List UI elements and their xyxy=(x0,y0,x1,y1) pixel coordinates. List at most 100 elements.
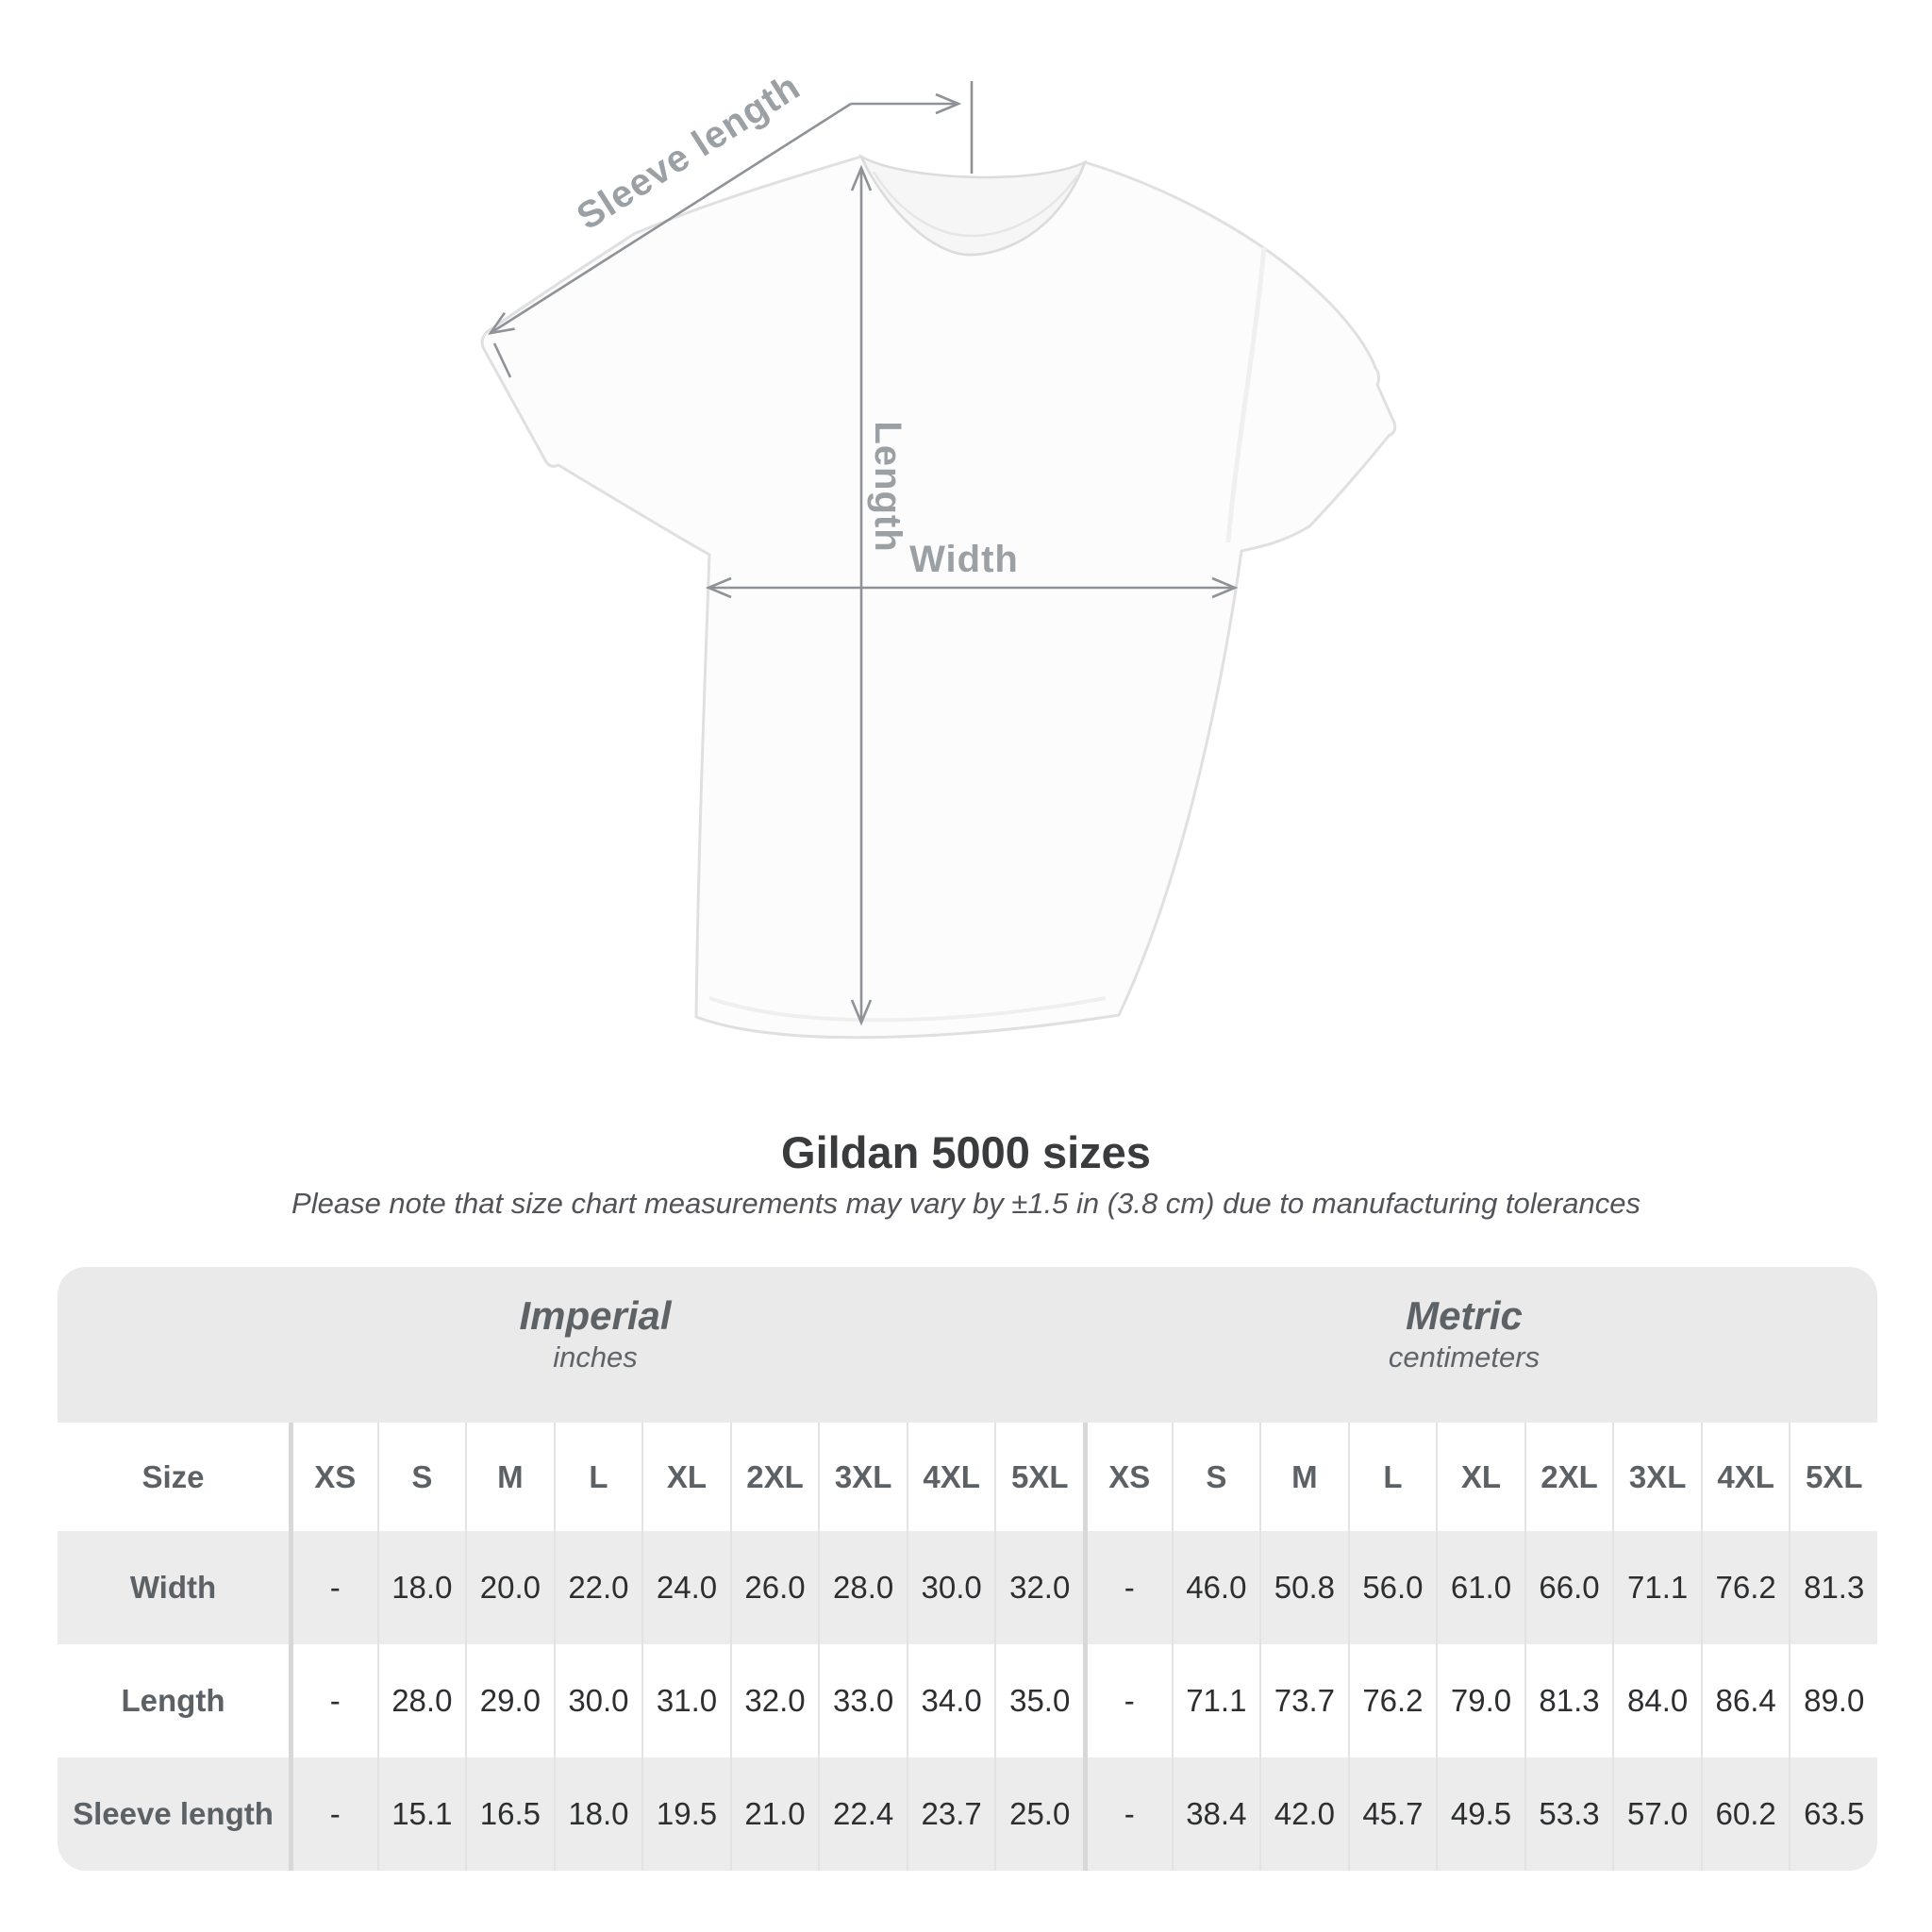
value-cell: 25.0 xyxy=(994,1757,1083,1871)
value-cell: 84.0 xyxy=(1612,1644,1701,1757)
value-cell: 46.0 xyxy=(1171,1531,1260,1644)
size-header-cell: 3XL xyxy=(1612,1423,1701,1531)
value-cell: 79.0 xyxy=(1436,1644,1524,1757)
value-cell: 18.0 xyxy=(553,1757,642,1871)
size-header-cell: S xyxy=(1171,1423,1260,1531)
value-cell: - xyxy=(1083,1644,1172,1757)
value-cell: 32.0 xyxy=(729,1644,819,1757)
measurement-arrows xyxy=(488,81,1239,1026)
value-cell: 22.4 xyxy=(818,1757,907,1871)
value-cell: 50.8 xyxy=(1259,1531,1348,1644)
value-cell: 16.5 xyxy=(465,1757,554,1871)
unit-group-metric: Metric centimeters xyxy=(1181,1293,1747,1376)
value-cell: 57.0 xyxy=(1612,1757,1701,1871)
value-cell: 24.0 xyxy=(641,1531,730,1644)
value-cell: - xyxy=(289,1531,377,1644)
value-cell: 34.0 xyxy=(906,1644,995,1757)
value-cell: 33.0 xyxy=(818,1644,907,1757)
size-col-header: Size xyxy=(142,1458,205,1494)
value-cell: 81.3 xyxy=(1524,1644,1613,1757)
size-header-cell: 5XL xyxy=(1789,1423,1877,1531)
size-header-cell: S xyxy=(376,1423,466,1531)
metric-unit: centimeters xyxy=(1388,1341,1541,1374)
table-row: Sleeve length -15.1 16.5 18.0 19.5 21.0 22.4 23… xyxy=(58,1757,1877,1871)
value-cell: 89.0 xyxy=(1789,1644,1877,1757)
size-header-cell: 4XL xyxy=(1700,1423,1790,1531)
size-header-cell: XS xyxy=(289,1423,377,1531)
tshirt-illustration xyxy=(480,154,1397,1040)
value-cell: 76.2 xyxy=(1700,1531,1790,1644)
value-cell: 32.0 xyxy=(994,1531,1083,1644)
tshirt-measurement-diagram: Sleeve length Length Width xyxy=(480,66,1397,1040)
value-cell: 21.0 xyxy=(729,1757,819,1871)
value-cell: 63.5 xyxy=(1789,1757,1877,1871)
size-header-cell: 2XL xyxy=(729,1423,819,1531)
size-header-cell: XL xyxy=(1436,1423,1524,1531)
size-header-cell: XS xyxy=(1083,1423,1172,1531)
value-cell: 66.0 xyxy=(1524,1531,1613,1644)
size-header-cell: L xyxy=(1347,1423,1437,1531)
size-header-cell: M xyxy=(1259,1423,1348,1531)
value-cell: 18.0 xyxy=(376,1531,466,1644)
value-cell: 56.0 xyxy=(1347,1531,1437,1644)
measurement-label-cell: Sleeve length xyxy=(73,1796,274,1831)
size-header-cell: XL xyxy=(641,1423,730,1531)
value-cell: 22.0 xyxy=(553,1531,642,1644)
size-header-row: Size XS S M L XL 2XL 3XL 4XL 5XL XS S M L XL 2XL 3XL 4XL 5… xyxy=(58,1423,1877,1531)
length-label: Length xyxy=(867,421,908,552)
value-cell: 71.1 xyxy=(1612,1531,1701,1644)
value-cell: 35.0 xyxy=(994,1644,1083,1757)
value-cell: 81.3 xyxy=(1789,1531,1877,1644)
sleeve-length-arrow-diagonal xyxy=(488,102,852,335)
value-cell: 28.0 xyxy=(376,1644,466,1757)
value-cell: 71.1 xyxy=(1171,1644,1260,1757)
size-header-cell: 4XL xyxy=(906,1423,995,1531)
value-cell: 76.2 xyxy=(1347,1644,1437,1757)
page-title: Gildan 5000 sizes xyxy=(781,1127,1151,1177)
size-header-cell: 3XL xyxy=(818,1423,907,1531)
value-cell: 45.7 xyxy=(1347,1757,1437,1871)
value-cell: 60.2 xyxy=(1700,1757,1790,1871)
tolerance-note: Please note that size chart measurements… xyxy=(291,1187,1641,1220)
metric-label: Metric xyxy=(1406,1293,1523,1338)
size-table-rows: Width -18.0 20.0 22.0 24.0 26.0 28.0 30.0 32.0-4… xyxy=(58,1531,1877,1871)
measurement-label-cell: Length xyxy=(121,1683,225,1718)
measurement-label-cell: Width xyxy=(129,1570,217,1605)
value-cell: - xyxy=(1083,1757,1172,1871)
imperial-unit: inches xyxy=(553,1341,638,1374)
value-cell: 73.7 xyxy=(1259,1644,1348,1757)
value-cell: 23.7 xyxy=(906,1757,995,1871)
value-cell: 20.0 xyxy=(465,1531,554,1644)
table-row: Width -18.0 20.0 22.0 24.0 26.0 28.0 30.0 32.0-4… xyxy=(58,1531,1877,1644)
value-cell: 38.4 xyxy=(1171,1757,1260,1871)
size-header-cell: 5XL xyxy=(994,1423,1083,1531)
size-header-cell: M xyxy=(465,1423,554,1531)
size-header-cell: 2XL xyxy=(1524,1423,1613,1531)
value-cell: 30.0 xyxy=(553,1644,642,1757)
unit-group-imperial: Imperial inches xyxy=(312,1293,878,1376)
value-cell: 29.0 xyxy=(465,1644,554,1757)
value-cell: - xyxy=(289,1757,377,1871)
value-cell: 61.0 xyxy=(1436,1531,1524,1644)
value-cell: 15.1 xyxy=(376,1757,466,1871)
value-cell: 42.0 xyxy=(1259,1757,1348,1871)
collar xyxy=(858,154,1088,257)
value-cell: 26.0 xyxy=(729,1531,819,1644)
title-block: Gildan 5000 sizes Please note that size … xyxy=(0,1128,1932,1221)
value-cell: - xyxy=(1083,1531,1172,1644)
size-header-cell: L xyxy=(553,1423,642,1531)
value-cell: 30.0 xyxy=(906,1531,995,1644)
value-cell: 19.5 xyxy=(641,1757,730,1871)
size-table: Imperial inches Metric centimeters Size X… xyxy=(58,1267,1877,1871)
value-cell: 86.4 xyxy=(1700,1644,1790,1757)
value-cell: 53.3 xyxy=(1524,1757,1613,1871)
table-row: Length -28.0 29.0 30.0 31.0 32.0 33.0 34.0 35.0-… xyxy=(58,1644,1877,1757)
value-cell: 49.5 xyxy=(1436,1757,1524,1871)
value-cell: 28.0 xyxy=(818,1531,907,1644)
value-cell: 31.0 xyxy=(641,1644,730,1757)
imperial-label: Imperial xyxy=(519,1293,672,1338)
value-cell: - xyxy=(289,1644,377,1757)
width-label: Width xyxy=(909,539,1019,580)
unit-band: Imperial inches Metric centimeters xyxy=(58,1267,1877,1423)
